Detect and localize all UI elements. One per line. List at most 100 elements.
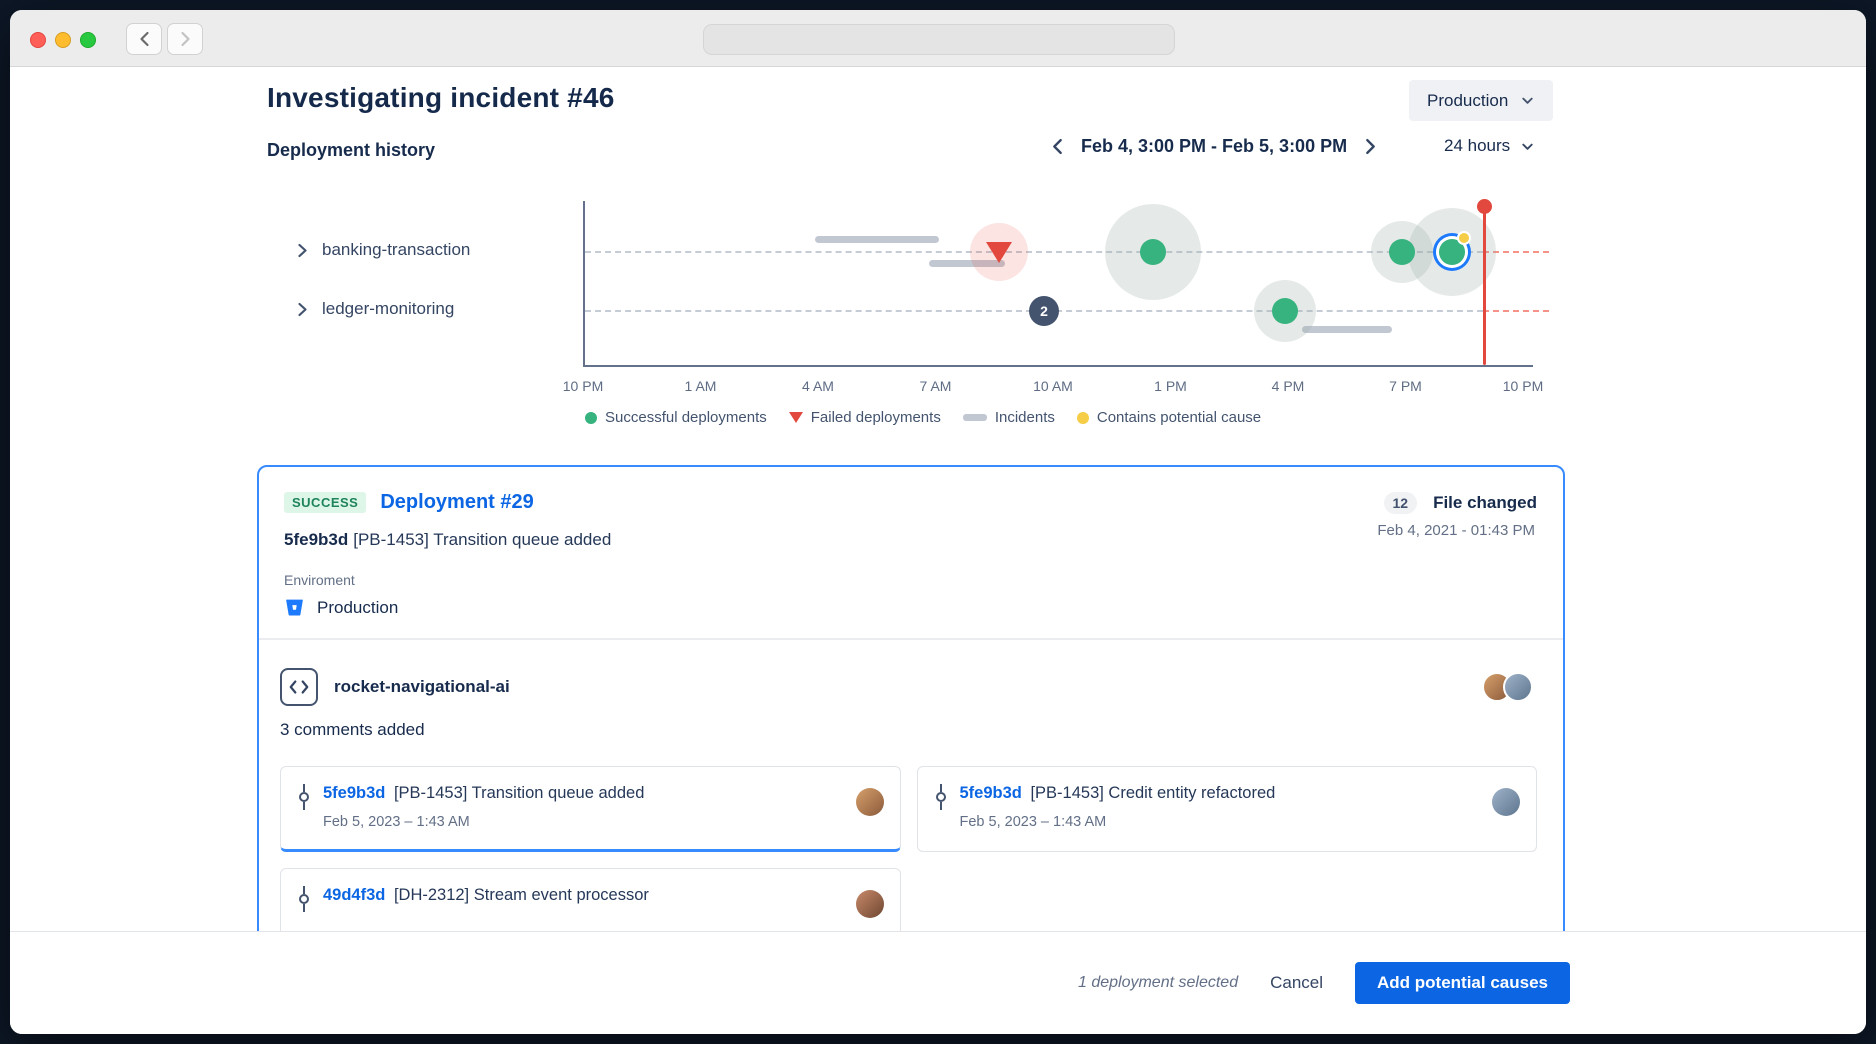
date-next-button[interactable]: [1361, 136, 1380, 157]
chevron-right-icon: [1366, 138, 1375, 155]
x-axis-tick: 7 AM: [919, 378, 952, 394]
chevron-right-icon: [298, 243, 307, 257]
legend-item-incident: Incidents: [962, 409, 1055, 426]
window-maximize-button[interactable]: [80, 32, 96, 48]
service-row-label: ledger-monitoring: [322, 299, 455, 318]
environment-dropdown[interactable]: Production: [1409, 80, 1554, 121]
chevron-down-icon: [1522, 143, 1533, 150]
footer-bar: 1 deployment selected Cancel Add potenti…: [10, 931, 1866, 1034]
duration-dropdown[interactable]: 24 hours: [1444, 136, 1535, 156]
deployment-commit-message: [PB-1453] Transition queue added: [353, 530, 612, 549]
current-time-dot: [1477, 199, 1492, 214]
x-axis-tick: 4 AM: [802, 378, 834, 394]
card-divider: [259, 638, 1563, 640]
service-row-banking-transaction[interactable]: banking-transaction: [297, 240, 470, 260]
timeline-row-line-alert: [1483, 251, 1549, 253]
chevron-left-icon: [1053, 138, 1062, 155]
deployment-datetime: Feb 4, 2021 - 01:43 PM: [1377, 522, 1535, 539]
legend-item-cause: Contains potential cause: [1076, 409, 1261, 426]
success-legend-icon: [585, 411, 597, 424]
deployment-commit-hash: 5fe9b3d: [284, 530, 349, 549]
x-axis-tick: 1 PM: [1154, 378, 1187, 394]
address-bar[interactable]: [703, 24, 1175, 55]
service-row-ledger-monitoring[interactable]: ledger-monitoring: [297, 299, 454, 319]
commit-date: Feb 5, 2023 – 1:43 AM: [323, 814, 470, 830]
repository-name: rocket-navigational-ai: [334, 677, 510, 696]
deployment-history-title: Deployment history: [267, 140, 436, 160]
chevron-down-icon: [1522, 97, 1533, 104]
x-axis-tick: 1 AM: [684, 378, 717, 394]
successful-deployment-marker[interactable]: [1389, 239, 1415, 265]
commit-message: 5fe9b3d [PB-1453] Credit entity refactor…: [959, 784, 1276, 802]
incident-bar[interactable]: [1302, 325, 1392, 333]
failed-deployment-marker[interactable]: [986, 242, 1012, 263]
commit-hash-link[interactable]: 5fe9b3d: [323, 784, 386, 802]
commit-message: 49d4f3d [DH-2312] Stream event processor: [323, 886, 649, 904]
x-axis-tick: 7 PM: [1389, 378, 1422, 394]
deployment-card-body: rocket-navigational-ai 3 comments added …: [259, 640, 1563, 978]
legend-label: Failed deployments: [810, 409, 941, 426]
environment-label: Enviroment: [284, 572, 355, 588]
commit-grid: 5fe9b3d [PB-1453] Transition queue added…: [280, 766, 1537, 954]
cancel-button[interactable]: Cancel: [1270, 973, 1324, 992]
environment-value: Production: [317, 597, 399, 617]
chevron-right-icon: [180, 31, 190, 47]
page-title: Investigating incident #46: [267, 82, 615, 113]
environment-dropdown-value: Production: [1427, 90, 1509, 110]
incident-legend-icon: [962, 414, 987, 421]
repository-icon: [280, 668, 318, 706]
code-icon: [289, 680, 309, 694]
date-range-nav: Feb 4, 3:00 PM - Feb 5, 3:00 PM: [1048, 136, 1380, 157]
successful-deployment-marker[interactable]: [1272, 298, 1298, 324]
commit-card[interactable]: 5fe9b3d [PB-1453] Transition queue added…: [280, 766, 901, 852]
x-axis-tick: 4 PM: [1271, 378, 1305, 394]
duration-dropdown-value: 24 hours: [1444, 136, 1511, 155]
incident-bar[interactable]: [929, 259, 1005, 267]
window-close-button[interactable]: [30, 32, 46, 48]
browser-nav-buttons: [126, 23, 203, 55]
git-commit-icon: [299, 886, 309, 912]
git-commit-icon: [299, 784, 309, 810]
cause-legend-icon: [1076, 411, 1089, 424]
legend-label: Successful deployments: [605, 409, 767, 426]
legend-item-success: Successful deployments: [585, 409, 767, 426]
deployment-title-link[interactable]: Deployment #29: [380, 491, 534, 513]
deployment-detail-card: SUCCESS Deployment #29 12 File changed F…: [257, 465, 1565, 980]
x-axis-tick: 10 AM: [1033, 378, 1073, 394]
legend-item-failed: Failed deployments: [788, 409, 941, 426]
timeline-row-line-alert: [1483, 310, 1549, 312]
comments-summary: 3 comments added: [280, 720, 425, 739]
files-count-badge: 12: [1383, 491, 1418, 514]
forward-button[interactable]: [167, 23, 203, 55]
window-controls: [30, 32, 96, 48]
chevron-left-icon: [139, 31, 149, 47]
commit-hash-link[interactable]: 5fe9b3d: [959, 784, 1022, 802]
x-axis-ticks: 10 PM 1 AM 4 AM 7 AM 10 AM 1 PM 4 PM 7 PM 10 PM: [563, 378, 1543, 398]
date-prev-button[interactable]: [1048, 136, 1067, 157]
date-range-label: Feb 4, 3:00 PM - Feb 5, 3:00 PM: [1081, 136, 1348, 156]
back-button[interactable]: [126, 23, 162, 55]
files-changed-label: File changed: [1433, 492, 1537, 512]
legend-label: Incidents: [994, 409, 1055, 426]
grouped-deployments-badge[interactable]: 2: [1029, 296, 1059, 326]
chart-plot: 2: [583, 199, 1549, 367]
add-potential-causes-button[interactable]: Add potential causes: [1355, 962, 1570, 1004]
x-axis-tick: 10 PM: [562, 378, 604, 394]
contributor-avatars: [1482, 672, 1537, 702]
app-window: Investigating incident #46 Production De…: [10, 10, 1866, 1034]
commit-author-avatar: [855, 890, 884, 918]
commit-author-avatar: [1492, 788, 1520, 816]
commit-author-avatar: [855, 788, 884, 816]
commit-hash-link[interactable]: 49d4f3d: [323, 886, 386, 904]
potential-cause-dot: [1457, 231, 1471, 245]
bitbucket-icon: [286, 599, 303, 616]
deployment-card-header: SUCCESS Deployment #29 12 File changed F…: [259, 467, 1563, 638]
chart-legend: Successful deployments Failed deployments…: [585, 409, 1261, 426]
window-minimize-button[interactable]: [55, 32, 71, 48]
incident-bar[interactable]: [815, 235, 939, 243]
commit-card[interactable]: 5fe9b3d [PB-1453] Credit entity refactor…: [916, 766, 1537, 852]
chevron-right-icon: [298, 302, 307, 316]
successful-deployment-marker[interactable]: [1140, 239, 1166, 265]
window-titlebar: [10, 10, 1866, 67]
